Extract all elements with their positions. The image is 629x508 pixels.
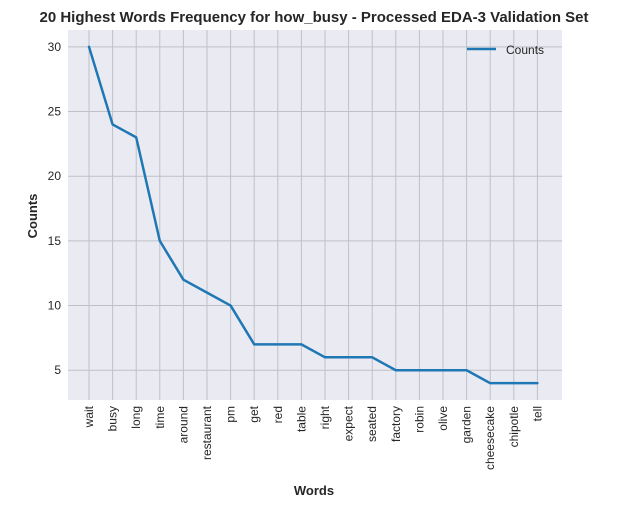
legend-label-counts: Counts xyxy=(506,43,544,57)
series-layer xyxy=(87,45,539,385)
series-line-counts xyxy=(87,45,539,385)
x-tick-label: around xyxy=(176,406,190,443)
y-tick-label: 30 xyxy=(48,40,62,54)
x-tick-label: tell xyxy=(530,406,544,421)
x-tick-label: seated xyxy=(365,406,379,442)
x-tick-label: long xyxy=(129,406,143,429)
x-tick-label: chipotle xyxy=(507,406,521,448)
x-axis-label: Words xyxy=(294,483,334,498)
x-tick-label: expect xyxy=(342,405,356,441)
legend: Counts xyxy=(467,43,544,57)
x-tick-label: factory xyxy=(389,406,403,442)
x-tick-label: time xyxy=(153,406,167,429)
grid-lines xyxy=(68,30,562,400)
x-axis-ticks: wait busy long time around restaurant pm get red… xyxy=(82,405,544,470)
y-axis-label: Counts xyxy=(25,194,40,239)
x-tick-label: pm xyxy=(224,406,238,423)
x-tick-label: red xyxy=(271,406,285,423)
x-tick-label: right xyxy=(318,405,332,429)
x-tick-label: cheesecake xyxy=(483,406,497,470)
x-tick-label: table xyxy=(294,406,308,432)
x-tick-label: restaurant xyxy=(200,405,214,460)
y-tick-label: 25 xyxy=(48,105,62,119)
x-tick-label: wait xyxy=(82,405,96,428)
x-tick-label: robin xyxy=(412,406,426,433)
y-tick-label: 5 xyxy=(54,363,61,377)
x-tick-label: olive xyxy=(436,406,450,431)
plot-area xyxy=(68,30,562,400)
x-tick-label: busy xyxy=(106,406,120,431)
x-tick-label: get xyxy=(247,405,261,422)
y-tick-label: 10 xyxy=(48,299,62,313)
x-tick-label: garden xyxy=(460,406,474,443)
y-tick-label: 15 xyxy=(48,234,62,248)
chart-title: 20 Highest Words Frequency for how_busy … xyxy=(39,9,588,26)
y-axis-ticks: 5 10 15 20 25 30 xyxy=(48,40,62,377)
y-tick-label: 20 xyxy=(48,169,62,183)
